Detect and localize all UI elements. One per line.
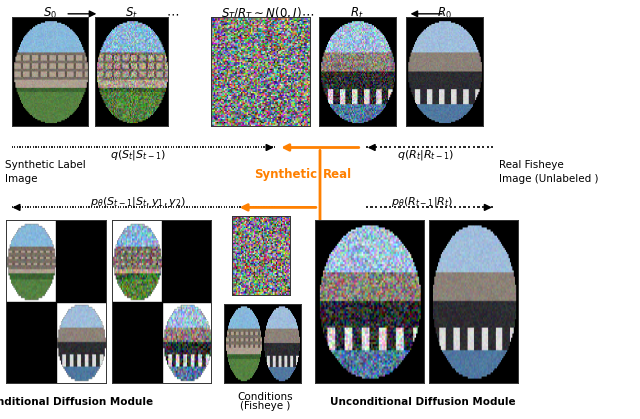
Polygon shape — [56, 220, 106, 302]
Text: $S_T/R_T\sim N(0,I)$: $S_T/R_T\sim N(0,I)$ — [221, 6, 301, 22]
Text: Real: Real — [323, 168, 352, 181]
Text: $R_t$: $R_t$ — [350, 6, 364, 21]
Text: $q(S_t|S_{t-1})$: $q(S_t|S_{t-1})$ — [109, 148, 166, 162]
Text: Synthetic Label
Image: Synthetic Label Image — [5, 160, 86, 184]
Text: Real Fisheye
Image (Unlabeled ): Real Fisheye Image (Unlabeled ) — [499, 160, 598, 184]
Text: (Fisheye ): (Fisheye ) — [241, 401, 291, 411]
Text: $R_0$: $R_0$ — [437, 6, 452, 21]
Text: |: | — [317, 168, 323, 181]
Polygon shape — [6, 302, 56, 383]
Text: $\cdots$: $\cdots$ — [301, 7, 314, 21]
Text: $q(R_t|R_{t-1})$: $q(R_t|R_{t-1})$ — [397, 148, 454, 162]
Polygon shape — [161, 220, 211, 302]
Text: Unconditional Diffusion Module: Unconditional Diffusion Module — [330, 397, 515, 407]
Text: $\cdots$: $\cdots$ — [166, 7, 179, 21]
Text: Synthetic: Synthetic — [254, 168, 317, 181]
Text: $p_\theta(R_{t-1}|R_t)$: $p_\theta(R_{t-1}|R_t)$ — [391, 194, 454, 209]
Text: $p_\theta(S_{t-1}|S_t,y_1,y_2)$: $p_\theta(S_{t-1}|S_t,y_1,y_2)$ — [90, 194, 186, 209]
Text: Conditional Diffusion Module: Conditional Diffusion Module — [0, 397, 153, 407]
Text: Conditions: Conditions — [238, 392, 293, 402]
Polygon shape — [112, 302, 161, 383]
Text: $S_0$: $S_0$ — [43, 6, 57, 21]
Text: $S_t$: $S_t$ — [125, 6, 138, 21]
